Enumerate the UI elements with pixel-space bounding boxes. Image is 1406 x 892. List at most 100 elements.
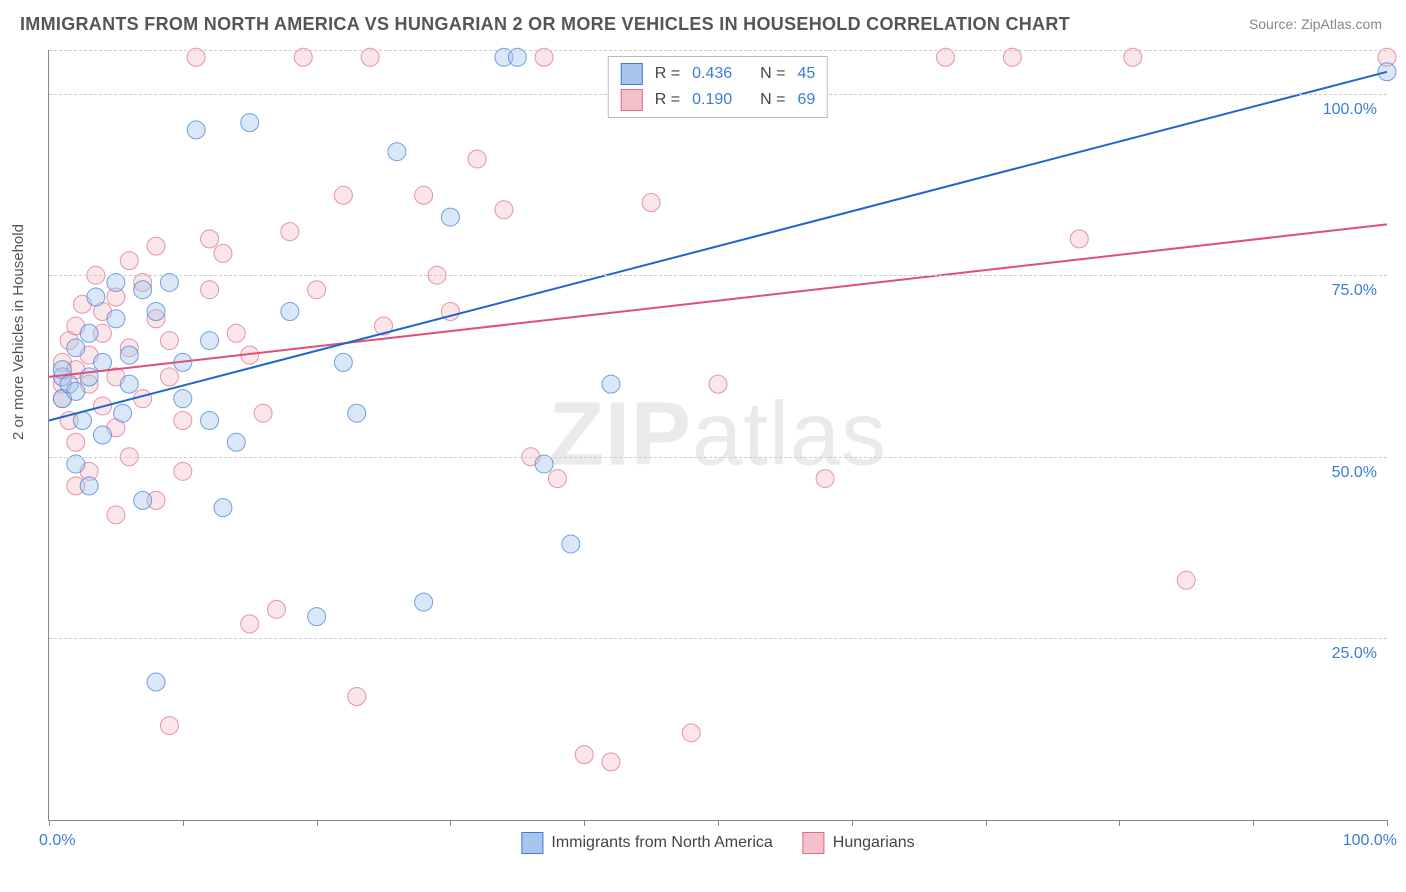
data-point (174, 411, 192, 429)
data-point (67, 433, 85, 451)
grid-line (49, 638, 1387, 639)
n-label-a: N = (760, 65, 785, 83)
x-tick (1387, 820, 1388, 826)
data-point (348, 688, 366, 706)
r-label-b: R = (655, 91, 680, 109)
legend-item-a: Immigrants from North America (521, 832, 772, 854)
data-point (214, 244, 232, 262)
data-point (94, 426, 112, 444)
data-point (120, 252, 138, 270)
y-axis-label: 2 or more Vehicles in Household (10, 224, 27, 440)
r-label-a: R = (655, 65, 680, 83)
data-point (120, 346, 138, 364)
data-point (94, 353, 112, 371)
chart-plot-area: ZIPatlas R = 0.436 N = 45 R = 0.190 N = … (48, 50, 1387, 821)
data-point (107, 310, 125, 328)
data-point (602, 753, 620, 771)
data-point (67, 382, 85, 400)
data-point (562, 535, 580, 553)
data-point (254, 404, 272, 422)
data-point (415, 593, 433, 611)
data-point (334, 353, 352, 371)
legend-label-a: Immigrants from North America (551, 834, 772, 851)
data-point (227, 324, 245, 342)
data-point (415, 186, 433, 204)
x-tick (1119, 820, 1120, 826)
data-point (201, 411, 219, 429)
source-link[interactable]: ZipAtlas.com (1301, 16, 1382, 32)
data-point (1378, 63, 1396, 81)
data-point (114, 404, 132, 422)
data-point (1070, 230, 1088, 248)
source-attribution: Source: ZipAtlas.com (1249, 16, 1382, 32)
x-axis-min-label: 0.0% (39, 832, 75, 850)
x-axis-max-label: 100.0% (1343, 832, 1397, 850)
y-tick-label: 75.0% (1332, 282, 1377, 300)
series-legend: Immigrants from North America Hungarians (521, 832, 914, 854)
x-tick (450, 820, 451, 826)
data-point (214, 499, 232, 517)
data-point (160, 332, 178, 350)
data-point (160, 368, 178, 386)
data-point (201, 332, 219, 350)
data-point (134, 281, 152, 299)
y-tick-label: 25.0% (1332, 645, 1377, 663)
data-point (107, 506, 125, 524)
data-point (241, 615, 259, 633)
x-tick (986, 820, 987, 826)
data-point (241, 114, 259, 132)
source-label: Source: (1249, 16, 1301, 32)
r-value-b: 0.190 (692, 91, 748, 109)
data-point (134, 491, 152, 509)
data-point (495, 201, 513, 219)
data-point (1177, 571, 1195, 589)
data-point (147, 237, 165, 255)
data-point (80, 324, 98, 342)
data-point (201, 230, 219, 248)
data-point (548, 470, 566, 488)
legend-item-b: Hungarians (803, 832, 915, 854)
data-point (281, 303, 299, 321)
legend-swatch-a (621, 63, 643, 85)
chart-svg (49, 50, 1387, 820)
x-tick (852, 820, 853, 826)
correlation-legend: R = 0.436 N = 45 R = 0.190 N = 69 (608, 56, 828, 118)
data-point (87, 288, 105, 306)
data-point (308, 608, 326, 626)
data-point (281, 223, 299, 241)
data-point (682, 724, 700, 742)
data-point (348, 404, 366, 422)
legend-bottom-swatch-b (803, 832, 825, 854)
y-tick-label: 50.0% (1332, 464, 1377, 482)
n-value-b: 69 (797, 91, 815, 109)
legend-label-b: Hungarians (833, 834, 915, 851)
data-point (187, 121, 205, 139)
data-point (308, 281, 326, 299)
data-point (120, 375, 138, 393)
trend-line (49, 224, 1387, 377)
data-point (201, 281, 219, 299)
grid-line (49, 275, 1387, 276)
data-point (388, 143, 406, 161)
data-point (227, 433, 245, 451)
data-point (147, 303, 165, 321)
data-point (468, 150, 486, 168)
data-point (80, 477, 98, 495)
y-tick-label: 100.0% (1323, 101, 1377, 119)
data-point (816, 470, 834, 488)
legend-swatch-b (621, 89, 643, 111)
x-tick (718, 820, 719, 826)
grid-line (49, 50, 1387, 51)
x-tick (1253, 820, 1254, 826)
x-tick (49, 820, 50, 826)
data-point (160, 717, 178, 735)
n-value-a: 45 (797, 65, 815, 83)
x-tick (584, 820, 585, 826)
data-point (174, 390, 192, 408)
data-point (147, 673, 165, 691)
data-point (334, 186, 352, 204)
data-point (709, 375, 727, 393)
data-point (642, 194, 660, 212)
legend-bottom-swatch-a (521, 832, 543, 854)
data-point (267, 600, 285, 618)
